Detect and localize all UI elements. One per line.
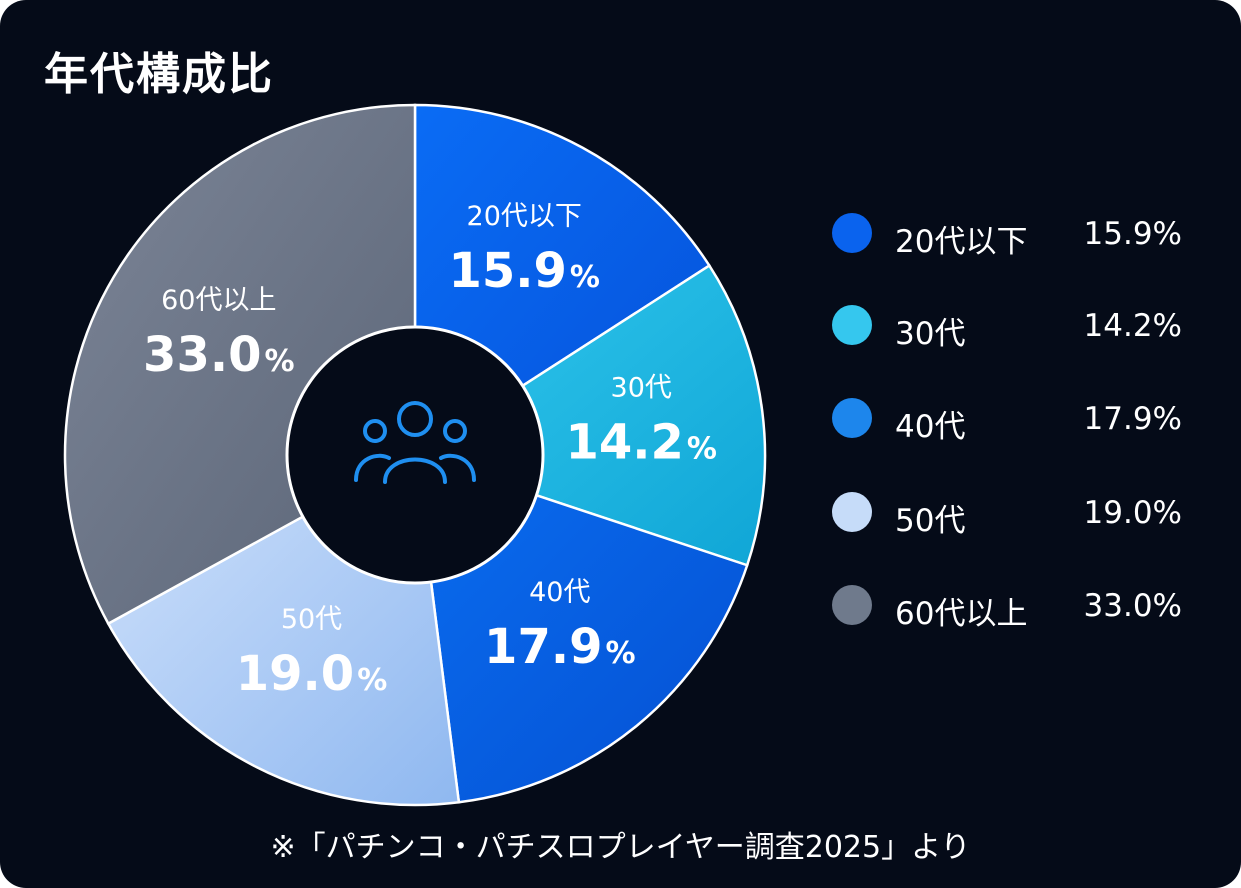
- slice-category-label: 30代: [611, 372, 672, 403]
- donut-hole: [285, 325, 545, 585]
- legend-item-20s-and-under: 20代以下 15.9%: [832, 208, 1202, 260]
- donut-chart: 20代以下 15.9 % 30代 14.2 % 40代 17.9 % 50代 19.0 % 60代以上 3…: [63, 103, 767, 807]
- legend-item-60s-and-over: 60代以上 33.0%: [832, 580, 1202, 632]
- legend-value: 19.0%: [1083, 495, 1182, 531]
- slice-value-label: 17.9%: [484, 619, 636, 675]
- slice-value-label: 14.2%: [565, 414, 717, 470]
- slice-category-label: 60代以上: [161, 285, 276, 316]
- legend-value: 15.9%: [1083, 216, 1182, 252]
- chart-title: 年代構成比: [44, 49, 274, 100]
- slice-value-label: 33.0%: [143, 327, 294, 383]
- legend-label: 60代以上: [895, 596, 1028, 632]
- legend-item-30s: 30代 14.2%: [832, 300, 1202, 352]
- legend-item-50s: 50代 19.0%: [832, 487, 1202, 539]
- slice-value-label: 19.0%: [236, 646, 388, 702]
- slice-category-label: 20代以下: [467, 201, 582, 232]
- legend-swatch-60s-and-over: [832, 585, 872, 625]
- slice-category-label: 40代: [529, 577, 590, 608]
- slice-category-label: 50代: [281, 604, 342, 635]
- legend-value: 33.0%: [1083, 588, 1182, 624]
- legend-swatch-30s: [832, 305, 872, 345]
- pie-slice-30s: [412, 263, 767, 567]
- legend-item-40s: 40代 17.9%: [832, 393, 1202, 445]
- source-note: ※「パチンコ・パチスロプレイヤー調査2025」より: [270, 830, 971, 865]
- legend-value: 14.2%: [1083, 308, 1182, 344]
- legend: 20代以下 15.9% 30代 14.2% 40代 17.9% 50代 19.0…: [832, 0, 1212, 888]
- legend-value: 17.9%: [1083, 401, 1182, 437]
- legend-label: 30代: [895, 316, 966, 352]
- legend-label: 20代以下: [895, 224, 1028, 260]
- legend-swatch-20s-and-under: [832, 213, 872, 253]
- legend-swatch-40s: [832, 398, 872, 438]
- legend-label: 40代: [895, 409, 966, 445]
- users-group-icon: [354, 401, 476, 484]
- legend-label: 50代: [895, 503, 966, 539]
- legend-swatch-50s: [832, 492, 872, 532]
- slice-value-label: 15.9%: [448, 243, 600, 299]
